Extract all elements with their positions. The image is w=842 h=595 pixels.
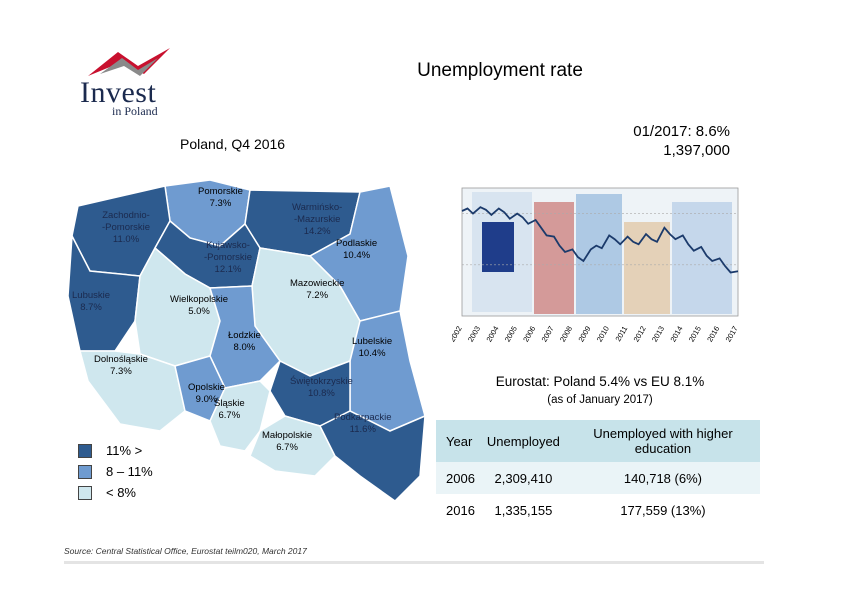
- header-unemployed: Unemployed: [480, 420, 566, 462]
- table-row: 2016 1,335,155 177,559 (13%): [436, 494, 760, 526]
- legend-label-low: < 8%: [106, 485, 136, 500]
- headline-figure: 01/2017: 8.6% 1,397,000: [440, 122, 730, 160]
- x-tick-2011: 2011: [613, 325, 629, 343]
- x-tick-2016: 2016: [705, 325, 721, 344]
- region-label-podkarpackie: Podkarpackie 11.6%: [334, 412, 392, 435]
- legend-swatch-mid: [78, 464, 92, 479]
- region-label-podlaskie: Podlaskie 10.4%: [336, 238, 378, 261]
- poland-map: [67, 179, 426, 502]
- region-label-mazowieckie: Mazowieckie 7.2%: [290, 278, 345, 301]
- region-label-świętokrzyskie: Świętokrzyskie 10.8%: [290, 376, 353, 399]
- headline-count: 1,397,000: [663, 142, 730, 159]
- x-tick-2003: 2003: [466, 325, 482, 344]
- region-label-warmińsko-mazurskie: Warmińsko- -Mazurskie 14.2%: [292, 202, 343, 237]
- cell-unemployed: 2,309,410: [480, 462, 566, 494]
- photo-worker-group: [672, 202, 732, 314]
- region-label-łodzkie: Łodzkie 8.0%: [228, 330, 261, 353]
- map-legend: 11% > 8 – 11% < 8%: [78, 440, 153, 503]
- photo-eu-flag: [482, 222, 514, 272]
- legend-label-high: 11% >: [106, 443, 143, 458]
- x-tick-2012: 2012: [632, 325, 648, 344]
- legend-label-mid: 8 – 11%: [106, 464, 153, 479]
- footer-divider: [64, 561, 764, 564]
- invest-in-poland-logo: [88, 48, 170, 76]
- region-label-opolskie: Opolskie 9.0%: [188, 382, 225, 405]
- table-header-row: Year Unemployed Unemployed with higher e…: [436, 420, 760, 462]
- cell-unemployed: 1,335,155: [480, 494, 566, 526]
- cell-higher-education: 140,718 (6%): [565, 462, 760, 494]
- eurostat-date: (as of January 2017): [547, 394, 653, 406]
- cell-year: 2016: [436, 494, 481, 526]
- region-lubuskie: [67, 233, 141, 352]
- legend-swatch-high: [78, 443, 92, 458]
- x-tick-2017: 2017: [724, 325, 740, 344]
- map-subtitle: Poland, Q4 2016: [180, 136, 286, 152]
- photo-worker-yellow: [624, 222, 670, 314]
- legend-item-low: < 8%: [78, 482, 153, 503]
- chart-gridlines: [462, 213, 738, 266]
- x-tick-2008: 2008: [558, 325, 574, 344]
- region-label-lubuskie: Lubuskie 8.7%: [72, 290, 111, 313]
- header-higher-education: Unemployed with higher education: [565, 420, 760, 462]
- headline-rate: 01/2017: 8.6%: [633, 123, 730, 140]
- region-podkarpackie: [318, 410, 426, 502]
- legend-item-high: 11% >: [78, 440, 153, 461]
- x-tick-2002: 2002: [452, 325, 464, 344]
- region-label-zachodnio-pomorskie: Zachodnio- -Pomorskie 11.0%: [102, 210, 151, 245]
- page-title: Unemployment rate: [417, 60, 583, 81]
- x-tick-2006: 2006: [521, 325, 537, 344]
- logo-swoosh-red: [88, 48, 170, 76]
- source-note: Source: Central Statistical Office, Euro…: [64, 546, 307, 556]
- logo-subtext: in Poland: [112, 104, 158, 118]
- region-label-śląskie: Śląskie 6.7%: [214, 398, 245, 421]
- cell-year: 2006: [436, 462, 481, 494]
- region-label-lubelskie: Lubelskie 10.4%: [352, 336, 393, 359]
- x-tick-2013: 2013: [650, 325, 666, 344]
- unemployment-table: Year Unemployed Unemployed with higher e…: [436, 420, 760, 526]
- x-tick-2014: 2014: [668, 325, 684, 344]
- region-śląskie: [209, 380, 271, 452]
- logo-wordmark: Invest: [80, 76, 157, 109]
- photo-worker-blue: [576, 194, 622, 314]
- legend-swatch-low: [78, 485, 92, 500]
- legend-item-mid: 8 – 11%: [78, 461, 153, 482]
- logo-swoosh-grey: [100, 58, 158, 76]
- x-tick-2007: 2007: [540, 325, 556, 344]
- x-tick-2004: 2004: [484, 325, 500, 344]
- x-tick-2015: 2015: [687, 325, 703, 344]
- region-label-kujawsko-pomorskie: Kujawsko- -Pomorskie 12.1%: [204, 240, 253, 275]
- region-label-wielkopolskie: Wielkopolskie 5.0%: [170, 294, 229, 317]
- region-label-pomorskie: Pomorskie 7.3%: [198, 186, 243, 209]
- region-label-dolnośląskie: Dolnośląskie 7.3%: [94, 354, 148, 377]
- region-małopolskie: [249, 415, 336, 477]
- unemployment-line-chart: 2002 2003 2004 2005 2006 2007 2008 2009 2010 2011…: [452, 187, 740, 344]
- eurostat-comparison: Eurostat: Poland 5.4% vs EU 8.1%: [495, 374, 705, 389]
- region-label-małopolskie: Małopolskie 6.7%: [262, 430, 313, 453]
- table-row: 2006 2,309,410 140,718 (6%): [436, 462, 760, 494]
- cell-higher-education: 177,559 (13%): [565, 494, 760, 526]
- photo-worker-red: [534, 202, 574, 314]
- header-year: Year: [436, 420, 481, 462]
- x-tick-2005: 2005: [503, 325, 519, 344]
- x-tick-2010: 2010: [595, 325, 611, 344]
- series-line: [461, 206, 739, 274]
- x-tick-2009: 2009: [576, 325, 592, 344]
